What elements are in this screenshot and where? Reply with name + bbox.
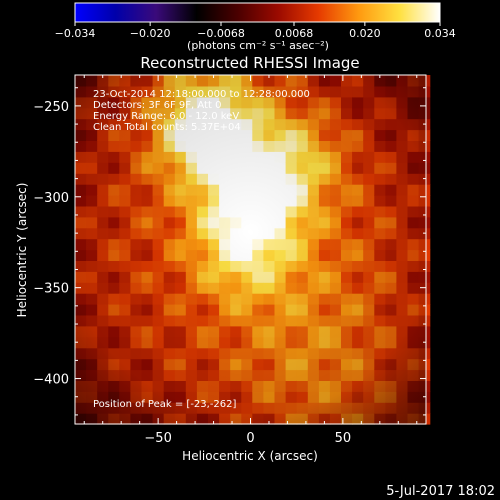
y-tick-label: −300 [33, 191, 69, 206]
footer-date: 5-Jul-2017 18:02 [386, 484, 495, 499]
colorbar-tick-label: 0.0068 [275, 27, 314, 40]
y-tick-label: −350 [33, 282, 69, 297]
y-tick-label: −400 [33, 373, 69, 388]
y-tick-label: −250 [33, 100, 69, 115]
colorbar-tick-label: −0.034 [55, 27, 96, 40]
colorbar: −0.034 −0.020 −0.0068 0.0068 0.020 0.034 (pho… [55, 2, 456, 52]
annotation-detectors: Detectors: 3F 6F 9F, Att 0 [93, 100, 221, 111]
x-tick-label: 50 [335, 431, 352, 446]
colorbar-tick-label: −0.020 [130, 27, 171, 40]
colorbar-ticks: −0.034 −0.020 −0.0068 0.0068 0.020 0.034 [55, 22, 456, 40]
y-axis-label: Heliocentric Y (arcsec) [15, 183, 29, 318]
colorbar-units-label: (photons cm⁻² s⁻¹ asec⁻²) [187, 39, 329, 52]
x-tick-label: 0 [246, 431, 254, 446]
chart-title: Reconstructed RHESSI Image [140, 54, 359, 72]
colorbar-gradient [74, 2, 441, 23]
plot-area: −50 0 50 −250 −300 −350 −400 [33, 74, 431, 446]
y-axis: −250 −300 −350 −400 [33, 87, 426, 416]
x-axis-label: Heliocentric X (arcsec) [182, 449, 318, 463]
annotation-energy: Energy Range: 6.0 - 12.0 keV [93, 111, 239, 122]
colorbar-tick-label: −0.0068 [197, 27, 245, 40]
x-axis: −50 0 50 [83, 75, 418, 446]
peak-position-label: Position of Peak = [-23,-262] [93, 399, 237, 410]
colorbar-tick-label: 0.034 [424, 27, 456, 40]
annotation-time: 23-Oct-2014 12:18:00.000 to 12:28:00.000 [93, 89, 310, 100]
x-tick-label: −50 [144, 431, 171, 446]
annotation-clean: Clean Total counts: 5.37E+04 [93, 122, 241, 133]
colorbar-tick-label: 0.020 [349, 27, 381, 40]
